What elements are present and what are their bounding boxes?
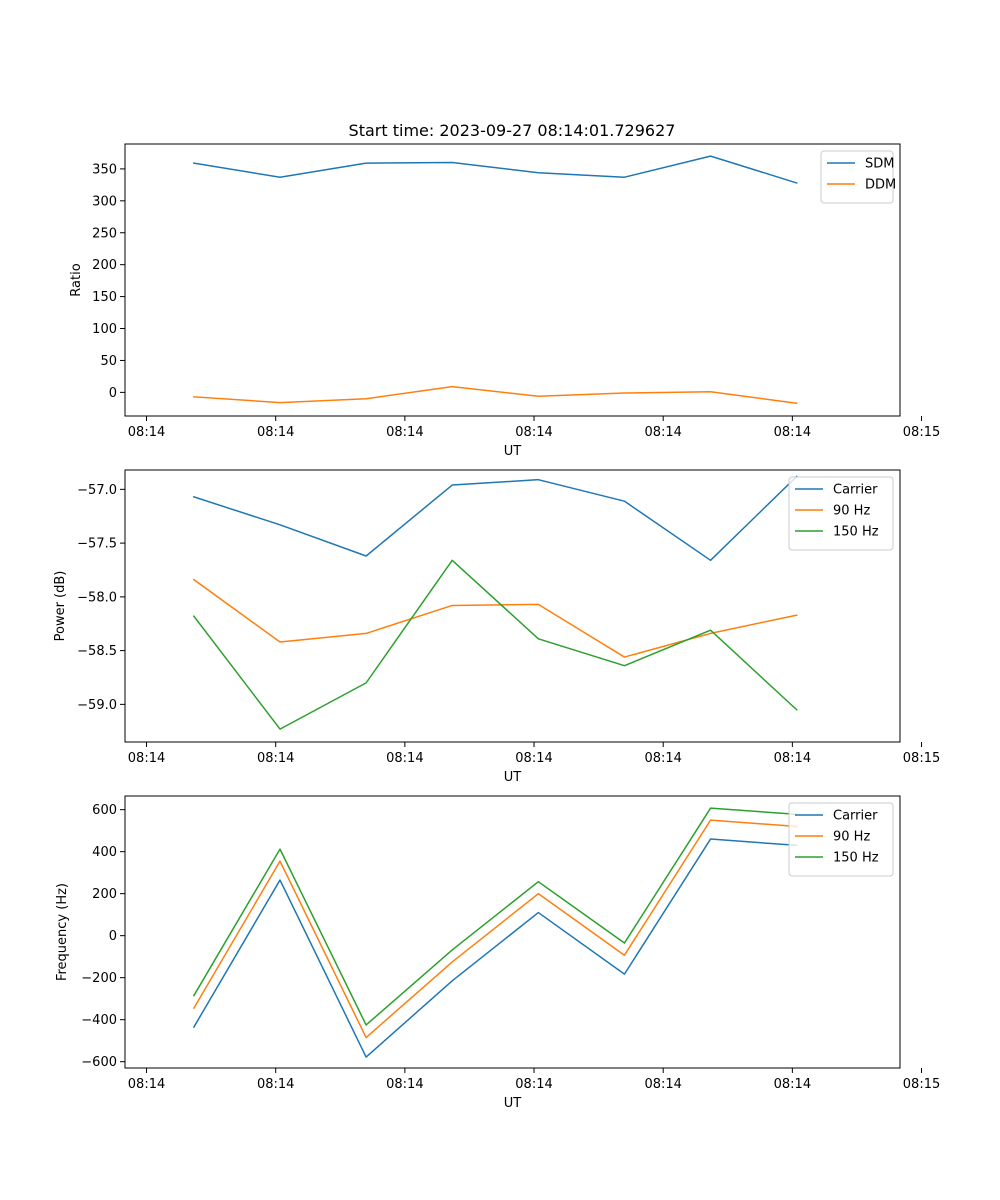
series-line-90-hz xyxy=(192,578,798,658)
y-tick-label: −200 xyxy=(81,971,117,986)
legend-label: 150 Hz xyxy=(833,525,879,540)
legend-box xyxy=(820,150,894,204)
x-tick-label: 08:14 xyxy=(257,1077,294,1092)
y-tick-label: 0 xyxy=(109,929,117,944)
axes-frame xyxy=(124,143,901,417)
x-tick-label: 08:14 xyxy=(257,751,294,766)
y-tick-label: 400 xyxy=(92,845,117,860)
x-tick-label: 08:14 xyxy=(644,751,681,766)
subplot-3: 08:14 08:14 08:14 08:14 08:14 08:14 08:15 600 40… xyxy=(55,795,940,1111)
y-tick-label: 350 xyxy=(92,162,117,177)
subplot-1: 08:14 08:14 08:14 08:14 08:14 08:14 08:15 0 50 10… xyxy=(69,143,940,459)
legend-label: Carrier xyxy=(833,483,878,498)
x-tick-label: 08:14 xyxy=(515,751,552,766)
legend-label: 90 Hz xyxy=(833,504,870,519)
x-axis-label: UT xyxy=(504,444,522,459)
legend-label: SDM xyxy=(865,157,894,172)
x-tick-label: 08:14 xyxy=(257,425,294,440)
x-tick-label: 08:14 xyxy=(128,1077,165,1092)
y-tick-label: 600 xyxy=(92,803,117,818)
x-tick-label: 08:14 xyxy=(774,425,811,440)
y-tick-label: 250 xyxy=(92,226,117,241)
y-tick-label: −57.5 xyxy=(77,537,117,552)
x-tick-label: 08:14 xyxy=(386,1077,423,1092)
x-tick-label: 08:14 xyxy=(128,425,165,440)
series-line-carrier xyxy=(192,475,798,562)
y-axis-label: Frequency (Hz) xyxy=(55,883,70,981)
x-axis-label: UT xyxy=(504,1096,522,1111)
legend-label: 90 Hz xyxy=(833,830,870,845)
y-tick-label: 150 xyxy=(92,290,117,305)
y-tick-label: 300 xyxy=(92,194,117,209)
y-tick-label: −58.0 xyxy=(77,590,117,605)
x-tick-label: 08:14 xyxy=(515,425,552,440)
y-tick-label: −600 xyxy=(81,1055,117,1070)
y-tick-label: 0 xyxy=(109,386,117,401)
y-tick-label: −400 xyxy=(81,1013,117,1028)
axes-frame xyxy=(124,469,901,743)
y-tick-label: 50 xyxy=(100,354,117,369)
x-tick-label: 08:15 xyxy=(903,751,940,766)
y-tick-label: −57.0 xyxy=(77,483,117,498)
series-line-150-hz xyxy=(192,807,798,1026)
axes-frame xyxy=(124,795,901,1069)
legend-label: Carrier xyxy=(833,809,878,824)
x-tick-label: 08:14 xyxy=(128,751,165,766)
y-axis-label: Power (dB) xyxy=(53,571,68,642)
series-line-carrier xyxy=(192,838,798,1058)
series-line-sdm xyxy=(193,155,798,184)
legend: SDM DDM xyxy=(820,150,896,204)
x-tick-label: 08:14 xyxy=(644,425,681,440)
x-tick-label: 08:14 xyxy=(774,1077,811,1092)
legend: Carrier 90 Hz 150 Hz xyxy=(788,476,894,551)
figure-title: Start time: 2023-09-27 08:14:01.729627 xyxy=(349,121,676,140)
legend-label: 150 Hz xyxy=(833,851,879,866)
y-axis-label: Ratio xyxy=(69,263,84,296)
y-tick-label: −58.5 xyxy=(77,644,117,659)
x-tick-label: 08:15 xyxy=(903,425,940,440)
series-line-150-hz xyxy=(192,559,798,730)
series-line-ddm xyxy=(193,385,798,405)
y-tick-label: −59.0 xyxy=(77,698,117,713)
series-line-90-hz xyxy=(192,819,798,1039)
x-tick-label: 08:14 xyxy=(774,751,811,766)
x-tick-label: 08:15 xyxy=(903,1077,940,1092)
y-tick-label: 100 xyxy=(92,322,117,337)
x-tick-label: 08:14 xyxy=(386,425,423,440)
x-axis-label: UT xyxy=(504,770,522,785)
y-tick-label: 200 xyxy=(92,258,117,273)
legend-label: DDM xyxy=(865,178,896,193)
x-tick-label: 08:14 xyxy=(386,751,423,766)
legend: Carrier 90 Hz 150 Hz xyxy=(788,802,894,877)
x-tick-label: 08:14 xyxy=(515,1077,552,1092)
x-tick-label: 08:14 xyxy=(644,1077,681,1092)
y-tick-label: 200 xyxy=(92,887,117,902)
subplot-2: 08:14 08:14 08:14 08:14 08:14 08:14 08:15 −57.0… xyxy=(53,469,940,785)
